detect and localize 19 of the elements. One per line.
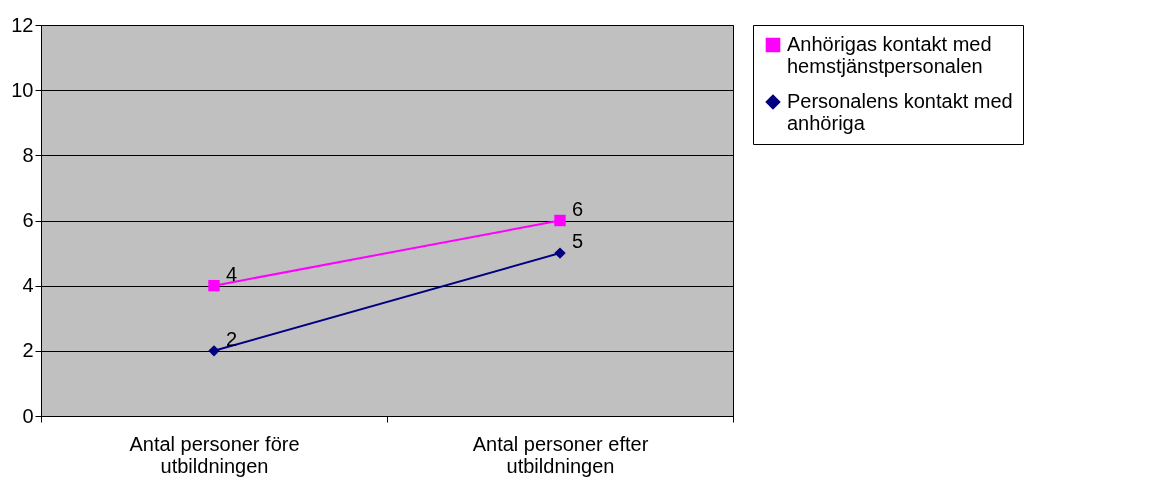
point <box>208 279 220 292</box>
legend-label: Anhörigas kontakt med hemstjänstpersonalen <box>787 33 992 77</box>
y-tick-label: 2 <box>22 339 34 362</box>
y-tick-label: 8 <box>22 143 34 166</box>
data-label: 4 <box>226 262 238 285</box>
data-label: 6 <box>572 197 584 220</box>
point <box>554 247 566 259</box>
data-label: 5 <box>572 230 584 253</box>
y-tick-label: 0 <box>22 404 34 427</box>
point <box>554 214 566 227</box>
point <box>208 345 220 357</box>
y-tick-label: 10 <box>11 78 34 101</box>
legend-label: Personalens kontakt med anhöriga <box>787 90 1013 134</box>
y-tick-label: 12 <box>11 13 34 36</box>
x-tick-label: Antal personer före utbildningen <box>129 432 300 477</box>
data-label: 2 <box>226 327 238 350</box>
x-tick-label: Antal personer efter utbildningen <box>472 432 649 477</box>
y-tick-label: 6 <box>22 209 34 231</box>
y-tick-label: 4 <box>22 274 34 297</box>
